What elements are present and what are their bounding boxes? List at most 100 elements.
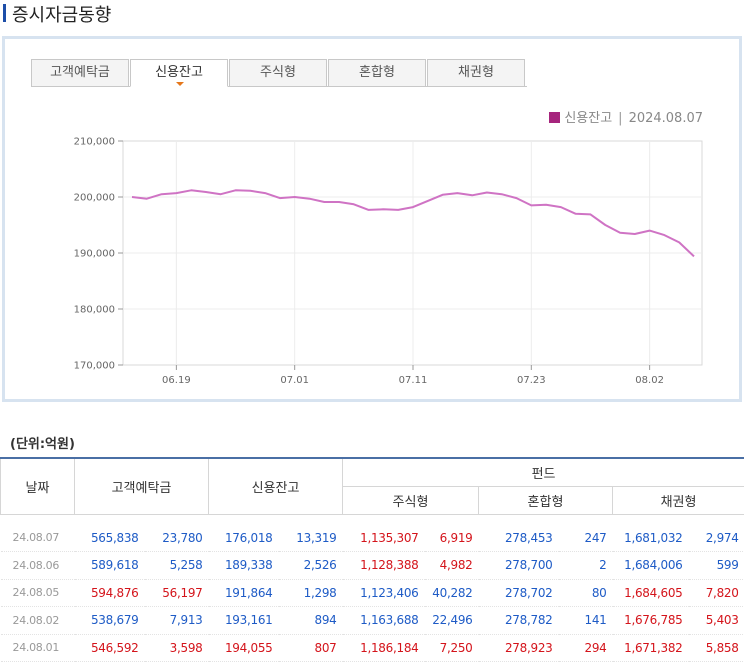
cell-bond-value: 1,684,006 xyxy=(612,551,689,580)
cell-stock-change: 4,982 xyxy=(424,551,479,580)
legend-swatch-icon xyxy=(549,112,561,123)
header-stock-fund: 주식형 xyxy=(342,485,479,515)
cell-deposit-change: 23,780 xyxy=(144,524,209,552)
header-fund: 펀드 xyxy=(341,457,744,487)
chart-panel: 고객예탁금 신용잔고 주식형 혼합형 채권형 신용잔고 | 2024.08.07 1… xyxy=(2,36,742,402)
cell-stock-value: 1,135,307 xyxy=(342,524,425,552)
cell-credit-change: 13,319 xyxy=(278,524,343,552)
cell-mixed-value: 278,700 xyxy=(478,551,559,580)
row-date: 24.08.06 xyxy=(0,551,75,580)
table-body: 24.08.07 565,838 23,780 176,018 13,319 1,135,… xyxy=(0,514,744,662)
cell-credit-change: 894 xyxy=(278,606,343,635)
y-tick-label: 180,000 xyxy=(74,305,115,316)
chart-legend: 신용잔고 | 2024.08.07 xyxy=(549,107,703,126)
cell-credit-change: 1,298 xyxy=(278,579,343,607)
fund-flow-table: 날짜 고객예탁금 신용잔고 펀드 주식형 혼합형 채권형 24.08.07 565… xyxy=(0,457,744,662)
tab-mixed-fund[interactable]: 혼합형 xyxy=(328,59,426,87)
legend-series-name: 신용잔고 xyxy=(564,111,613,126)
cell-bond-value: 1,681,032 xyxy=(612,524,689,552)
table-row: 24.08.02 538,679 7,913 193,161 894 1,163,688 2… xyxy=(0,606,744,635)
caret-down-icon xyxy=(176,82,184,86)
cell-deposit-value: 594,876 xyxy=(74,579,145,607)
cell-credit-value: 189,338 xyxy=(208,551,279,580)
x-tick-label: 07.11 xyxy=(399,375,428,386)
cell-mixed-change: 247 xyxy=(558,524,613,552)
cell-mixed-change: 80 xyxy=(558,579,613,607)
header-mixed-fund: 혼합형 xyxy=(478,485,613,515)
header-credit-balance: 신용잔고 xyxy=(208,457,343,515)
cell-bond-change: 599 xyxy=(688,551,744,580)
row-date: 24.08.05 xyxy=(0,579,75,607)
unit-label: (단위:억원) xyxy=(10,437,75,452)
x-tick-label: 07.01 xyxy=(280,375,309,386)
cell-credit-change: 2,526 xyxy=(278,551,343,580)
series-line-credit-balance xyxy=(131,189,695,258)
cell-stock-value: 1,128,388 xyxy=(342,551,425,580)
cell-mixed-change: 2 xyxy=(558,551,613,580)
tab-bond-fund[interactable]: 채권형 xyxy=(427,59,525,87)
cell-deposit-change: 3,598 xyxy=(144,634,209,662)
cell-mixed-value: 278,453 xyxy=(478,524,559,552)
cell-bond-change: 5,403 xyxy=(688,606,744,635)
cell-mixed-value: 278,782 xyxy=(478,606,559,635)
row-date: 24.08.01 xyxy=(0,634,75,662)
page-title: 증시자금동향 xyxy=(12,5,112,26)
cell-bond-change: 5,858 xyxy=(688,634,744,662)
cell-deposit-change: 5,258 xyxy=(144,551,209,580)
row-date: 24.08.07 xyxy=(0,524,75,552)
title-accent-bar xyxy=(3,4,6,22)
tab-credit-balance[interactable]: 신용잔고 xyxy=(130,59,228,87)
y-tick-label: 190,000 xyxy=(74,249,115,260)
cell-stock-change: 22,496 xyxy=(424,606,479,635)
y-tick-label: 210,000 xyxy=(74,137,115,148)
cell-credit-value: 194,055 xyxy=(208,634,279,662)
x-tick-label: 08.02 xyxy=(635,375,664,386)
cell-bond-change: 7,820 xyxy=(688,579,744,607)
header-bond-fund: 채권형 xyxy=(611,485,744,515)
y-tick-label: 200,000 xyxy=(74,193,115,204)
cell-bond-change: 2,974 xyxy=(688,524,744,552)
cell-credit-value: 176,018 xyxy=(208,524,279,552)
cell-credit-value: 193,161 xyxy=(208,606,279,635)
cell-deposit-value: 589,618 xyxy=(74,551,145,580)
cell-deposit-change: 7,913 xyxy=(144,606,209,635)
header-date: 날짜 xyxy=(0,457,75,515)
cell-deposit-value: 538,679 xyxy=(74,606,145,635)
cell-bond-value: 1,676,785 xyxy=(612,606,689,635)
row-date: 24.08.02 xyxy=(0,606,75,635)
cell-stock-value: 1,123,406 xyxy=(342,579,425,607)
tab-credit-balance-label: 신용잔고 xyxy=(155,65,203,80)
x-tick-label: 07.23 xyxy=(517,375,546,386)
cell-deposit-value: 565,838 xyxy=(74,524,145,552)
cell-credit-change: 807 xyxy=(278,634,343,662)
chart-tabs: 고객예탁금 신용잔고 주식형 혼합형 채권형 xyxy=(31,59,531,87)
table-row: 24.08.01 546,592 3,598 194,055 807 1,186,184 7… xyxy=(0,634,744,662)
cell-stock-value: 1,186,184 xyxy=(342,634,425,662)
x-tick-label: 06.19 xyxy=(162,375,191,386)
cell-bond-value: 1,671,382 xyxy=(612,634,689,662)
cell-deposit-value: 546,592 xyxy=(74,634,145,662)
y-tick-label: 170,000 xyxy=(74,361,115,372)
table-row: 24.08.06 589,618 5,258 189,338 2,526 1,128,38… xyxy=(0,551,744,580)
cell-mixed-value: 278,702 xyxy=(478,579,559,607)
table-row: 24.08.07 565,838 23,780 176,018 13,319 1,135,… xyxy=(0,524,744,552)
cell-deposit-change: 56,197 xyxy=(144,579,209,607)
cell-stock-value: 1,163,688 xyxy=(342,606,425,635)
table-row: 24.08.05 594,876 56,197 191,864 1,298 1,123,4… xyxy=(0,579,744,607)
legend-date: 2024.08.07 xyxy=(628,111,703,126)
cell-bond-value: 1,684,605 xyxy=(612,579,689,607)
table-spacer xyxy=(1,514,744,524)
tab-stock-fund[interactable]: 주식형 xyxy=(229,59,327,87)
cell-stock-change: 7,250 xyxy=(424,634,479,662)
page-header: 증시자금동향 xyxy=(0,0,744,30)
cell-credit-value: 191,864 xyxy=(208,579,279,607)
header-customer-deposit: 고객예탁금 xyxy=(74,457,209,515)
cell-mixed-change: 141 xyxy=(558,606,613,635)
cell-mixed-change: 294 xyxy=(558,634,613,662)
cell-mixed-value: 278,923 xyxy=(478,634,559,662)
credit-balance-chart: 170,000 180,000 190,000 200,000 210,000 06.19… xyxy=(74,137,703,386)
cell-stock-change: 6,919 xyxy=(424,524,479,552)
tab-customer-deposit[interactable]: 고객예탁금 xyxy=(31,59,129,87)
cell-stock-change: 40,282 xyxy=(424,579,479,607)
legend-separator: | xyxy=(618,111,623,126)
